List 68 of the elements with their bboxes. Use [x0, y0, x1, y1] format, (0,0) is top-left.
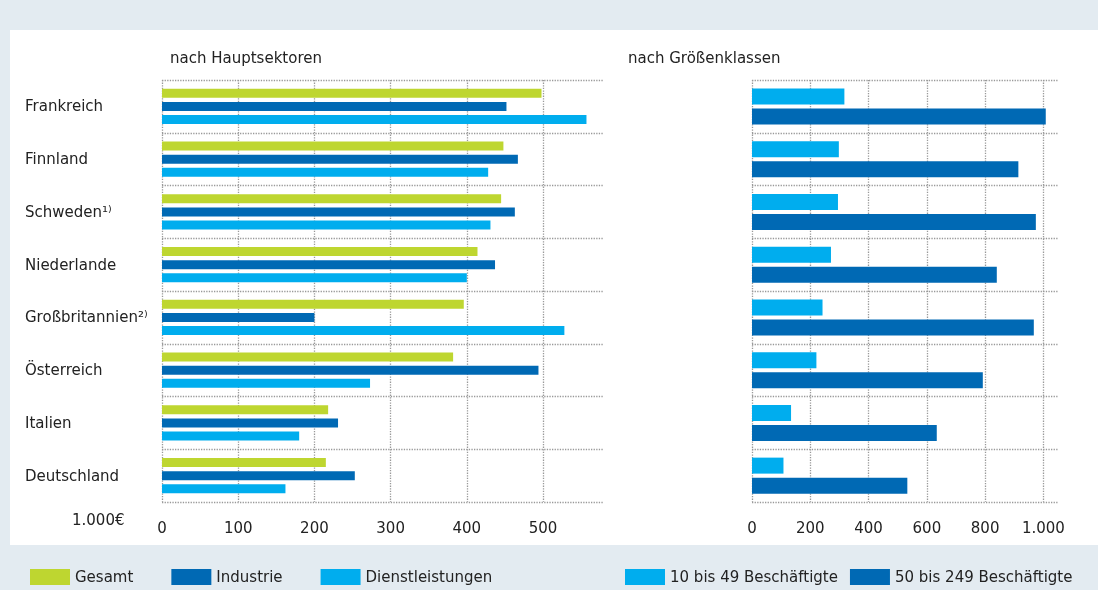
y-tick-label: Finnland	[25, 150, 89, 169]
y-tick-label: Frankreich	[25, 97, 104, 116]
bar	[162, 114, 587, 124]
bar	[752, 477, 908, 494]
bar	[162, 167, 489, 177]
x-tick-label: 500	[528, 518, 558, 537]
bar	[752, 457, 784, 474]
bar	[752, 372, 983, 389]
bar	[162, 101, 507, 111]
y-tick-label: Österreich	[25, 360, 103, 380]
bar	[162, 247, 478, 257]
x-tick-label: 0	[157, 518, 167, 537]
bar	[162, 207, 515, 217]
x-tick-label: 600	[912, 518, 942, 537]
x-tick-label: 0	[747, 518, 757, 537]
bar	[162, 299, 464, 309]
bar	[162, 260, 496, 270]
bar	[752, 319, 1034, 336]
bar	[162, 431, 300, 441]
bar	[162, 352, 454, 362]
x-tick-label: 200	[300, 518, 329, 537]
x-tick-label: 400	[452, 518, 482, 537]
chart-title: nach Größenklassen	[628, 48, 781, 67]
x-tick-label: 200	[795, 518, 825, 537]
bar	[162, 194, 502, 204]
bar	[162, 471, 355, 481]
legend-label: Dienstleistungen	[365, 568, 493, 586]
bar	[162, 418, 339, 428]
bar	[752, 266, 997, 283]
x-tick-label: 1.000	[1021, 518, 1065, 537]
bar	[752, 193, 838, 210]
bar	[162, 154, 518, 164]
y-tick-label: Niederlande	[25, 255, 117, 274]
x-tick-label: 300	[376, 518, 405, 537]
legend-label: 10 bis 49 Beschäftigte	[670, 568, 838, 586]
bar	[752, 88, 845, 105]
bar	[162, 88, 542, 98]
legend-label: Industrie	[216, 568, 283, 586]
legend-label: 50 bis 249 Beschäftigte	[894, 568, 1073, 586]
y-tick-label: Schweden¹⁾	[25, 202, 112, 221]
bar	[752, 161, 1019, 178]
bar	[162, 365, 539, 375]
bar	[162, 325, 565, 335]
x-tick-label: 100	[223, 518, 253, 537]
bar	[752, 108, 1046, 125]
bar	[162, 458, 326, 468]
bar	[752, 352, 817, 369]
chart-title: nach Hauptsektoren	[170, 48, 322, 67]
bar	[162, 220, 491, 230]
bar	[162, 141, 504, 151]
bar	[752, 246, 831, 263]
bar	[752, 404, 792, 421]
bar	[162, 273, 467, 283]
x-tick-label: 800	[970, 518, 1000, 537]
bar	[162, 484, 286, 494]
bar	[162, 405, 329, 415]
bar	[162, 378, 371, 388]
y-tick-label: Großbritannien²⁾	[25, 308, 148, 327]
bar	[752, 299, 823, 316]
bar	[752, 141, 839, 158]
legend-label: Gesamt	[75, 568, 134, 586]
y-tick-label: Italien	[25, 413, 72, 432]
bar	[752, 213, 1036, 230]
y-tick-label: Deutschland	[25, 466, 120, 485]
bar	[752, 424, 937, 441]
bar	[162, 312, 315, 322]
text: 1.000€	[72, 510, 125, 529]
x-tick-label: 400	[854, 518, 883, 537]
